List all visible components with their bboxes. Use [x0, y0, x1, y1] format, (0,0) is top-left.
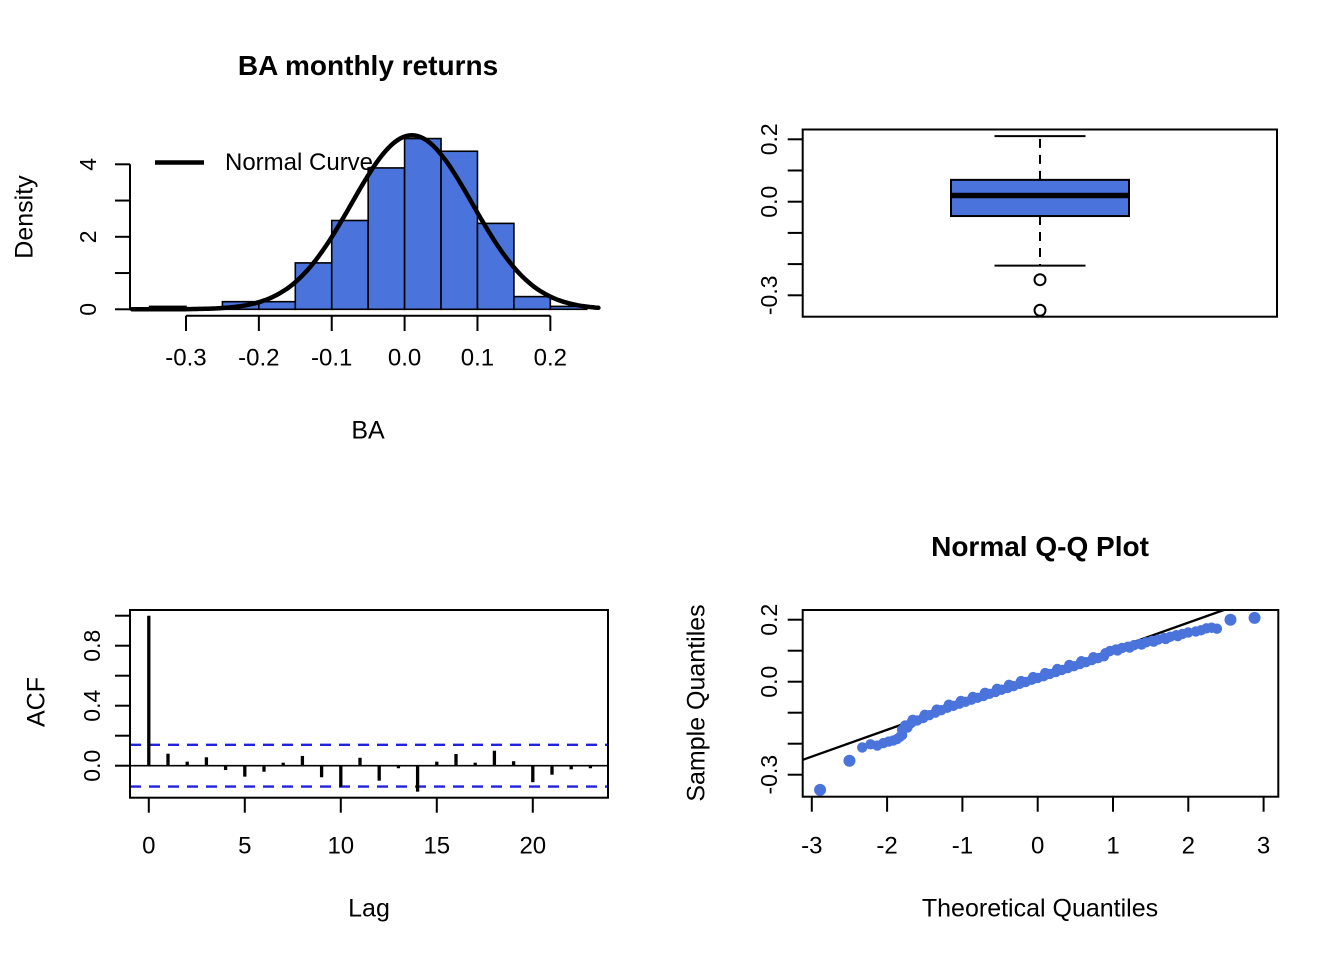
y-tick-label: -0.3	[756, 275, 782, 315]
y-tick-label: -0.3	[756, 755, 782, 795]
x-tick-label: 0.1	[461, 344, 494, 371]
x-tick-label: -1	[952, 832, 973, 859]
qq-point	[919, 709, 930, 721]
qq-point	[1172, 630, 1183, 642]
y-tick-label: 0.8	[79, 630, 105, 662]
histogram-ylabel: Density	[10, 175, 39, 259]
qq-point	[1027, 671, 1039, 683]
qq-point	[1076, 656, 1087, 667]
qq-point	[814, 783, 827, 796]
acf-xlabel: Lag	[348, 894, 390, 923]
x-tick-label: 10	[327, 832, 354, 859]
x-tick-label: 0.0	[388, 344, 421, 371]
qq-point	[1183, 627, 1194, 638]
histogram-bar	[476, 222, 515, 311]
qq-point	[967, 691, 979, 703]
outlier-point	[1033, 273, 1047, 287]
qq-point	[1064, 659, 1075, 671]
qq-point	[1224, 613, 1237, 626]
x-tick-label: 5	[238, 832, 251, 859]
histogram-bar	[403, 137, 442, 311]
qq-point	[1112, 645, 1123, 656]
qq-point	[1160, 633, 1171, 645]
qq-plot: -3 -2 -1 0 1 2 3 0.2 0.0 -0.3	[756, 604, 1280, 859]
qq-point	[1040, 667, 1051, 679]
acf-ylabel: ACF	[22, 677, 51, 727]
qq-point	[991, 683, 1003, 695]
y-tick-label: 0.0	[756, 186, 782, 218]
qq-title: Normal Q-Q Plot	[931, 531, 1149, 562]
x-tick-label: 3	[1257, 832, 1270, 859]
qq-point	[1015, 675, 1027, 687]
x-tick-label: 0	[142, 832, 155, 859]
acf-plot: 0 5 10 15 20 0.0 0.4 0.8	[79, 609, 609, 859]
qq-point	[1136, 639, 1147, 650]
x-tick-label: -0.1	[311, 344, 352, 371]
plot-frame	[129, 609, 609, 799]
y-tick-label: 4	[75, 158, 101, 171]
y-tick-label: 0.0	[756, 666, 782, 698]
x-tick-label: -3	[801, 832, 822, 859]
qq-point	[1088, 652, 1099, 663]
qq-point	[1003, 679, 1015, 690]
qq-point	[1052, 663, 1063, 675]
qq-point	[843, 754, 856, 767]
x-tick-label: 20	[519, 832, 546, 859]
x-tick-label: 0	[1031, 832, 1044, 859]
x-tick-label: -0.3	[165, 344, 206, 371]
histogram-xlabel: BA	[351, 416, 385, 445]
qq-point	[979, 687, 991, 699]
qq-point	[1248, 611, 1261, 624]
normal-curve	[129, 133, 601, 312]
qq-point	[931, 704, 942, 715]
qq-point	[1148, 636, 1159, 647]
outlier-point	[1033, 303, 1047, 317]
boxplot-plot: 0.2 0.0 -0.3	[756, 123, 1278, 318]
histogram-title: BA monthly returns	[237, 50, 499, 81]
legend-label: Normal Curve	[225, 149, 374, 176]
qq-point	[955, 695, 967, 707]
y-tick-label: 0.2	[756, 123, 782, 155]
y-tick-label: 2	[75, 230, 101, 243]
histogram-bar	[440, 150, 479, 311]
plot-frame	[801, 609, 1280, 798]
x-tick-label: 1	[1106, 832, 1119, 859]
y-tick-label: 0.0	[79, 750, 105, 782]
histogram-bar	[367, 167, 406, 311]
qq-point	[943, 699, 955, 710]
qq-ylabel: Sample Quantiles	[682, 604, 711, 802]
histogram-plot: 0 2 4 -0.3 -0.2 -0.1 0.0 0.1 0.2	[75, 133, 601, 371]
histogram-bar	[330, 219, 369, 311]
x-tick-label: 15	[423, 832, 450, 859]
y-tick-label: 0.2	[756, 604, 782, 636]
x-tick-label: 2	[1182, 832, 1195, 859]
x-tick-label: -0.2	[238, 344, 279, 371]
qq-point	[1100, 647, 1111, 659]
histogram-bar	[258, 300, 297, 311]
x-tick-label: 0.2	[534, 344, 567, 371]
qq-point	[907, 714, 918, 726]
qq-point	[1124, 642, 1135, 653]
qq-xlabel: Theoretical Quantiles	[921, 894, 1159, 923]
histogram-bar	[513, 295, 552, 311]
y-tick-label: 0.4	[79, 690, 105, 722]
x-tick-label: -2	[876, 832, 897, 859]
y-tick-label: 0	[75, 303, 101, 316]
histogram-bar	[294, 262, 333, 311]
qq-point	[902, 722, 913, 733]
qq-point	[857, 742, 868, 753]
qq-point	[1211, 623, 1223, 634]
